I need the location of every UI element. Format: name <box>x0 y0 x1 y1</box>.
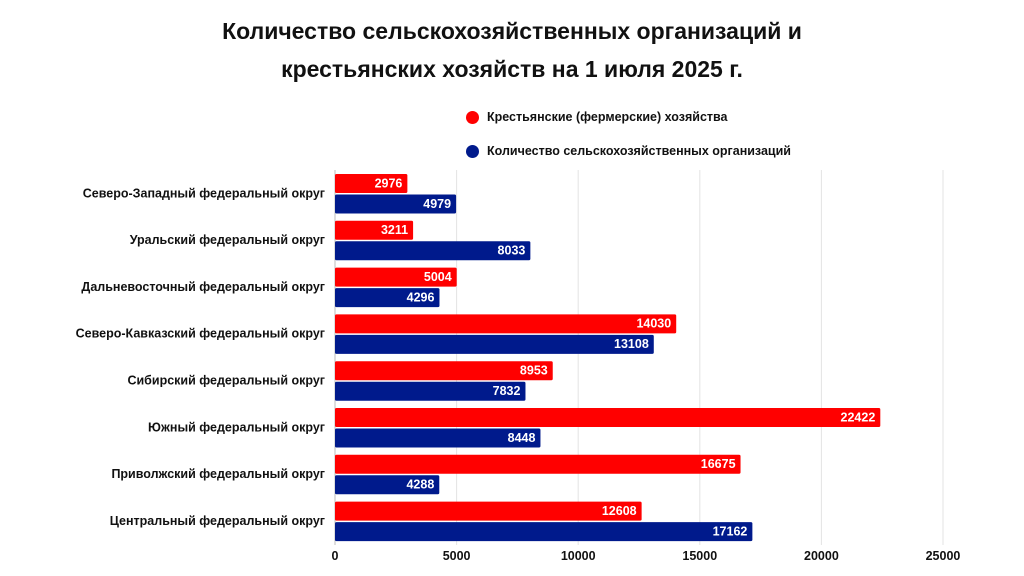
data-label-farms-1: 3211 <box>381 223 408 237</box>
legend-item-orgs: Количество сельскохозяйственных организа… <box>466 141 791 161</box>
chart-title-line-2: крестьянских хозяйств на 1 июля 2025 г. <box>281 56 743 82</box>
data-label-orgs-4: 7832 <box>493 384 521 398</box>
x-tick-label-3: 15000 <box>682 549 717 563</box>
bar-orgs-4 <box>335 381 526 401</box>
category-label-1: Уральский федеральный округ <box>130 233 325 247</box>
legend-swatch-farms <box>466 110 479 124</box>
data-label-farms-5: 22422 <box>841 410 876 424</box>
data-label-orgs-6: 4288 <box>406 478 434 492</box>
x-tick-label-2: 10000 <box>561 549 596 563</box>
x-tick-label-1: 5000 <box>443 549 471 563</box>
bar-farms-1 <box>335 220 414 240</box>
data-label-farms-3: 14030 <box>636 317 671 331</box>
category-label-3: Северо-Кавказский федеральный округ <box>76 327 325 341</box>
data-label-farms-0: 2976 <box>375 176 403 190</box>
legend-label-farms: Крестьянские (фермерские) хозяйства <box>487 110 728 124</box>
data-label-orgs-1: 8033 <box>498 244 526 258</box>
bar-farms-6 <box>335 454 741 474</box>
data-label-orgs-3: 13108 <box>614 337 649 351</box>
chart-title: Количество сельскохозяйственных организа… <box>0 12 1024 88</box>
bar-farms-0 <box>335 174 408 193</box>
category-label-2: Дальневосточный федеральный округ <box>81 280 325 294</box>
category-label-4: Сибирский федеральный округ <box>127 373 325 387</box>
bar-farms-7 <box>335 501 642 521</box>
bar-orgs-5 <box>335 428 541 448</box>
bar-farms-2 <box>335 267 457 287</box>
data-label-farms-7: 12608 <box>602 504 637 518</box>
bar-orgs-0 <box>335 194 457 214</box>
x-tick-label-4: 20000 <box>804 549 839 563</box>
bar-farms-3 <box>335 314 677 334</box>
data-label-orgs-2: 4296 <box>407 290 435 304</box>
bar-farms-5 <box>335 408 881 427</box>
legend-swatch-orgs <box>466 144 479 158</box>
bar-farms-4 <box>335 361 553 381</box>
category-label-5: Южный федеральный округ <box>148 420 325 434</box>
bar-orgs-2 <box>335 288 440 308</box>
bar-orgs-1 <box>335 241 531 261</box>
bar-orgs-3 <box>335 334 654 354</box>
data-label-farms-4: 8953 <box>520 363 548 377</box>
bar-orgs-7 <box>335 522 753 542</box>
data-label-orgs-0: 4979 <box>423 197 451 211</box>
data-label-farms-6: 16675 <box>701 457 736 471</box>
data-label-orgs-7: 17162 <box>713 524 748 538</box>
category-label-0: Северо-Западный федеральный округ <box>83 186 325 200</box>
legend-item-farms: Крестьянские (фермерские) хозяйства <box>466 107 791 127</box>
bar-orgs-6 <box>335 475 440 495</box>
chart-title-line-1: Количество сельскохозяйственных организа… <box>222 18 802 44</box>
category-label-7: Центральный федеральный округ <box>110 514 325 528</box>
data-label-farms-2: 5004 <box>424 270 452 284</box>
x-tick-label-0: 0 <box>332 549 339 563</box>
x-tick-label-5: 25000 <box>926 549 961 563</box>
data-label-orgs-5: 8448 <box>508 431 536 445</box>
category-label-6: Приволжский федеральный округ <box>111 467 325 481</box>
chart-legend: Крестьянские (фермерские) хозяйства Коли… <box>466 107 791 175</box>
legend-label-orgs: Количество сельскохозяйственных организа… <box>487 144 791 158</box>
